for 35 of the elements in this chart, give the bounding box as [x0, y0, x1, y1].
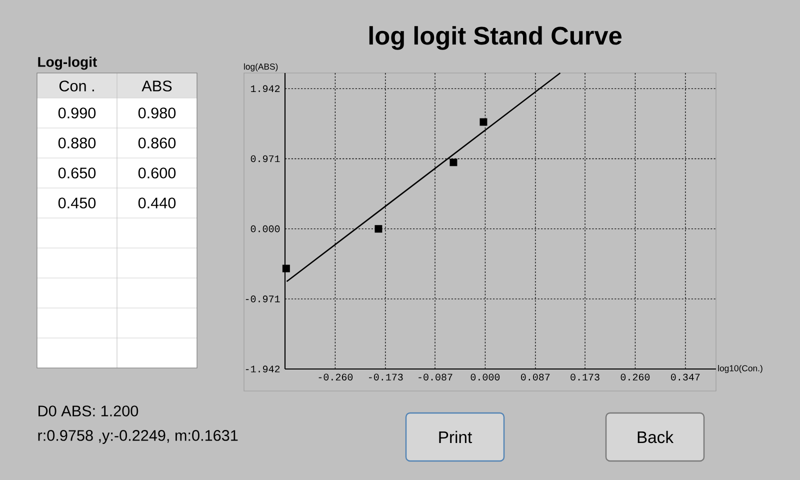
text: 0.600 [138, 168, 176, 178]
point [282, 264, 290, 272]
x-tick-label: 0.260 [620, 374, 650, 381]
text: r:0.9758 ,y:-0.2249, m:0.1631 [38, 430, 238, 444]
point [374, 225, 382, 233]
chart-title: log logit Stand Curve [369, 26, 622, 50]
point [480, 118, 488, 126]
text: 0.980 [138, 108, 176, 118]
text: 0.650 [58, 168, 96, 178]
text: 0.440 [138, 198, 176, 208]
point [450, 158, 458, 166]
text: Print [439, 430, 472, 444]
y-tick-label: -1.942 [246, 366, 280, 372]
y-tick-label: 1.942 [251, 85, 280, 92]
y-tick-label: 0.000 [250, 225, 280, 232]
text: ABS [142, 80, 172, 92]
x-axis-title: log10(Con.) [718, 364, 762, 374]
x-tick-label: 0.347 [671, 374, 700, 381]
text: Back [638, 430, 674, 444]
text: 0.990 [58, 108, 96, 118]
y-axis-title: log(ABS) [244, 63, 278, 72]
x-tick-label: 0.000 [470, 374, 500, 381]
x-tick-label: -0.260 [318, 374, 353, 381]
x-tick-label: 0.087 [521, 374, 550, 381]
y-tick-label: 0.971 [250, 155, 280, 162]
text: 0.860 [138, 138, 176, 148]
text: 0.880 [58, 138, 96, 148]
x-tick-label: -0.087 [418, 374, 452, 381]
text: D0 ABS: 1.200 [38, 406, 138, 416]
x-tick-label: -0.173 [369, 374, 403, 381]
x-tick-label: 0.173 [570, 374, 600, 381]
text: 0.450 [58, 198, 96, 208]
text: Log-logit [38, 56, 97, 70]
text: Con . [59, 80, 94, 92]
y-tick-label: -0.971 [246, 296, 280, 302]
